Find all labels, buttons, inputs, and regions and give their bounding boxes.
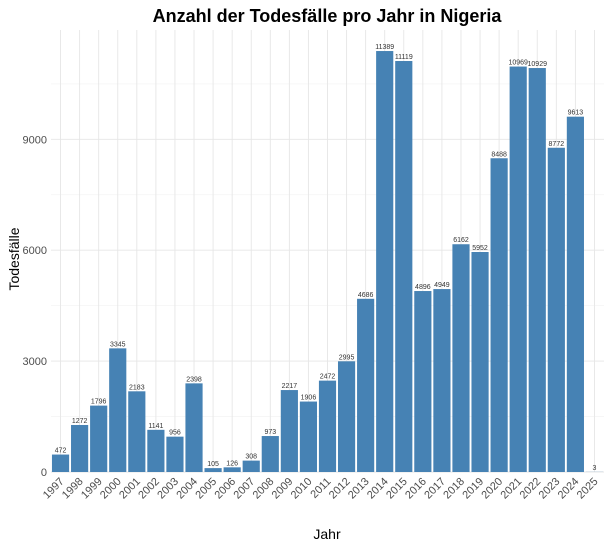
x-tick-label: 2013 [346, 476, 372, 502]
bar-2015 [395, 61, 413, 472]
bar-1999 [90, 405, 108, 472]
data-label-2008: 973 [264, 429, 276, 436]
x-tick-label: 2021 [499, 476, 525, 502]
bar-2005 [204, 468, 222, 472]
x-tick-label: 2012 [327, 476, 353, 502]
y-axis-title: Todesfälle [6, 227, 22, 290]
data-label-2018: 6162 [453, 237, 469, 244]
bar-2004 [185, 383, 203, 472]
x-tick-label: 2024 [556, 476, 582, 502]
bars [51, 51, 604, 473]
data-label-2016: 4896 [415, 284, 431, 291]
bar-2020 [490, 158, 508, 473]
x-axis-title: Jahr [313, 526, 341, 542]
data-label-2017: 4949 [434, 282, 450, 289]
x-tick-label: 2006 [212, 476, 238, 502]
x-tick-label: 2020 [479, 476, 505, 502]
x-tick-label: 2005 [193, 476, 219, 502]
x-tick-label: 2023 [537, 476, 563, 502]
data-label-2025: 3 [593, 465, 597, 472]
data-label-2023: 8772 [549, 141, 565, 148]
x-tick-label: 2004 [174, 476, 200, 502]
x-tick-label: 1997 [41, 476, 67, 502]
data-label-2000: 3345 [110, 341, 126, 348]
y-tick-label: 9000 [23, 134, 47, 146]
x-tick-label: 2022 [518, 476, 544, 502]
x-tick-label: 1999 [79, 476, 105, 502]
bar-2001 [128, 391, 146, 472]
x-tick-label: 2025 [575, 476, 601, 502]
x-tick-label: 2014 [365, 476, 391, 502]
bar-2010 [299, 401, 318, 472]
bar-2022 [528, 68, 546, 473]
bar-2013 [357, 298, 375, 472]
x-tick-label: 2015 [384, 476, 410, 502]
data-label-1999: 1796 [91, 399, 107, 406]
x-tick-label: 2017 [422, 476, 448, 502]
bar-2023 [547, 147, 565, 472]
bar-2012 [337, 361, 356, 472]
bar-2000 [109, 348, 127, 472]
x-tick-label: 2016 [403, 476, 429, 502]
data-label-1997: 472 [55, 448, 67, 455]
bar-2017 [433, 289, 451, 472]
x-tick-label: 2018 [441, 476, 467, 502]
y-tick-label: 0 [41, 467, 47, 479]
data-label-2012: 2995 [339, 354, 355, 361]
data-label-2011: 2472 [320, 374, 336, 381]
data-label-2019: 5952 [472, 245, 488, 252]
bar-2008 [261, 436, 279, 472]
data-label-2013: 4686 [358, 292, 374, 299]
data-label-2015: 11119 [395, 54, 413, 61]
chart-title: Anzahl der Todesfälle pro Jahr in Nigeri… [153, 6, 503, 26]
data-label-2001: 2183 [129, 384, 145, 391]
bar-2011 [318, 380, 337, 472]
bar-1998 [71, 424, 89, 472]
x-tick-label: 2007 [232, 476, 258, 502]
data-label-2020: 8488 [491, 151, 507, 158]
x-tick-label: 2009 [270, 476, 296, 502]
bar-2018 [452, 244, 470, 472]
bar-2014 [376, 51, 394, 473]
bar-2024 [566, 116, 584, 472]
data-label-2007: 308 [245, 454, 257, 461]
bar-2003 [166, 436, 184, 472]
x-axis-ticks: 1997199819992000200120022003200420052006… [41, 476, 601, 502]
data-label-2024: 9613 [568, 110, 584, 117]
data-label-2010: 1906 [301, 395, 317, 402]
data-label-1998: 1272 [72, 418, 88, 425]
bar-2021 [509, 66, 527, 472]
data-label-2021: 10969 [508, 60, 528, 67]
x-tick-label: 2002 [136, 476, 162, 502]
data-labels: 472 1272 1796 3345 2183 1141 956 2398 105 126 308 9… [55, 44, 597, 472]
bar-2019 [471, 251, 489, 472]
x-tick-label: 2010 [289, 476, 315, 502]
bar-2009 [280, 390, 298, 472]
x-tick-label: 2003 [155, 476, 181, 502]
bar-2006 [223, 467, 241, 472]
data-label-2002: 1141 [148, 423, 163, 430]
y-tick-label: 3000 [23, 356, 47, 368]
y-tick-label: 6000 [23, 245, 47, 257]
data-label-2014: 11389 [375, 44, 394, 51]
data-label-2004: 2398 [186, 376, 202, 383]
bar-1997 [51, 454, 70, 472]
data-label-2003: 956 [169, 430, 181, 437]
bar-2016 [414, 291, 432, 472]
y-axis-ticks: 0 3000 6000 9000 [23, 134, 47, 479]
data-label-2006: 126 [226, 460, 238, 467]
data-label-2005: 105 [207, 461, 219, 468]
x-tick-label: 2019 [460, 476, 486, 502]
x-tick-label: 1998 [60, 476, 86, 502]
x-tick-label: 2008 [251, 476, 277, 502]
x-tick-label: 2001 [117, 476, 143, 502]
bar-2007 [242, 460, 260, 472]
x-tick-label: 2000 [98, 476, 124, 502]
data-label-2009: 2217 [282, 383, 298, 390]
bar-2002 [147, 429, 165, 472]
data-label-2022: 10929 [528, 61, 548, 68]
